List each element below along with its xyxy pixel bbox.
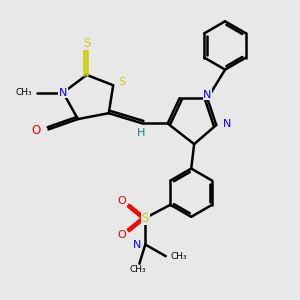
Text: O: O — [32, 124, 41, 137]
Text: S: S — [83, 37, 90, 50]
Text: CH₃: CH₃ — [170, 252, 187, 261]
Text: O: O — [117, 196, 126, 206]
Text: S: S — [118, 77, 126, 87]
Text: N: N — [223, 119, 231, 129]
Text: N: N — [133, 239, 141, 250]
Text: N: N — [203, 90, 212, 100]
Text: N: N — [59, 88, 67, 98]
Text: CH₃: CH₃ — [16, 88, 32, 97]
Text: S: S — [142, 212, 149, 224]
Text: CH₃: CH₃ — [130, 265, 146, 274]
Text: O: O — [117, 230, 126, 240]
Text: H: H — [137, 128, 146, 138]
